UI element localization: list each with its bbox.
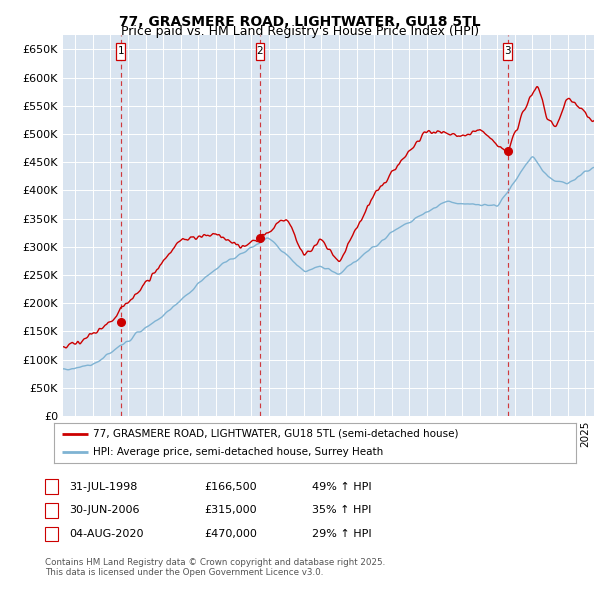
FancyBboxPatch shape	[503, 43, 512, 60]
Text: 77, GRASMERE ROAD, LIGHTWATER, GU18 5TL: 77, GRASMERE ROAD, LIGHTWATER, GU18 5TL	[119, 15, 481, 29]
FancyBboxPatch shape	[116, 43, 125, 60]
Text: 04-AUG-2020: 04-AUG-2020	[69, 529, 143, 539]
Text: £166,500: £166,500	[204, 482, 257, 491]
Text: 49% ↑ HPI: 49% ↑ HPI	[312, 482, 371, 491]
Text: Price paid vs. HM Land Registry's House Price Index (HPI): Price paid vs. HM Land Registry's House …	[121, 25, 479, 38]
Text: £470,000: £470,000	[204, 529, 257, 539]
Text: Contains HM Land Registry data © Crown copyright and database right 2025.
This d: Contains HM Land Registry data © Crown c…	[45, 558, 385, 577]
Text: 3: 3	[48, 529, 55, 539]
Text: 77, GRASMERE ROAD, LIGHTWATER, GU18 5TL (semi-detached house): 77, GRASMERE ROAD, LIGHTWATER, GU18 5TL …	[93, 429, 458, 439]
Text: 30-JUN-2006: 30-JUN-2006	[69, 506, 139, 515]
Text: 1: 1	[118, 47, 124, 57]
Text: 31-JUL-1998: 31-JUL-1998	[69, 482, 137, 491]
Text: 2: 2	[257, 47, 263, 57]
FancyBboxPatch shape	[256, 43, 265, 60]
Text: 29% ↑ HPI: 29% ↑ HPI	[312, 529, 371, 539]
Text: 1: 1	[48, 482, 55, 491]
Text: £315,000: £315,000	[204, 506, 257, 515]
Text: 3: 3	[505, 47, 511, 57]
Text: 2: 2	[48, 506, 55, 515]
Text: HPI: Average price, semi-detached house, Surrey Heath: HPI: Average price, semi-detached house,…	[93, 447, 383, 457]
Text: 35% ↑ HPI: 35% ↑ HPI	[312, 506, 371, 515]
